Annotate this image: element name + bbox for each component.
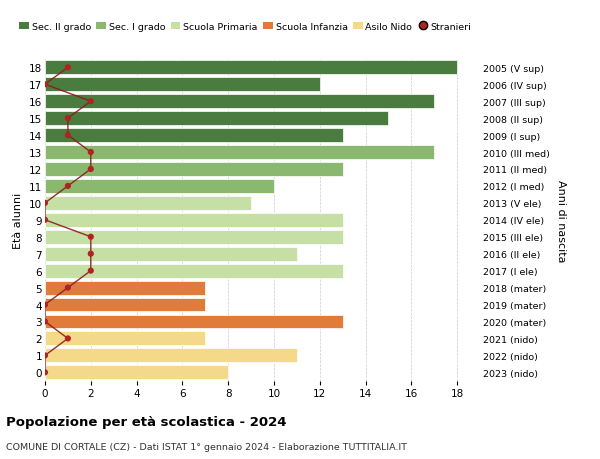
Bar	[45, 281, 205, 295]
Y-axis label: Anni di nascita: Anni di nascita	[556, 179, 566, 262]
Bar	[45, 129, 343, 143]
Bar	[45, 162, 343, 177]
Point	[63, 284, 73, 291]
Bar	[45, 264, 343, 278]
Point	[40, 369, 50, 376]
Point	[40, 217, 50, 224]
Text: Popolazione per età scolastica - 2024: Popolazione per età scolastica - 2024	[6, 415, 287, 428]
Bar	[45, 78, 320, 92]
Bar	[45, 365, 228, 380]
Point	[63, 335, 73, 342]
Point	[86, 149, 95, 157]
Bar	[45, 332, 205, 346]
Bar	[45, 179, 274, 193]
Point	[86, 251, 95, 258]
Point	[40, 81, 50, 89]
Point	[40, 318, 50, 325]
Bar	[45, 112, 388, 126]
Bar	[45, 247, 297, 261]
Point	[40, 301, 50, 308]
Bar	[45, 61, 457, 75]
Text: COMUNE DI CORTALE (CZ) - Dati ISTAT 1° gennaio 2024 - Elaborazione TUTTITALIA.IT: COMUNE DI CORTALE (CZ) - Dati ISTAT 1° g…	[6, 442, 407, 451]
Y-axis label: Età alunni: Età alunni	[13, 192, 23, 248]
Bar	[45, 213, 343, 227]
Point	[63, 64, 73, 72]
Point	[63, 183, 73, 190]
Point	[86, 98, 95, 106]
Bar	[45, 298, 205, 312]
Bar	[45, 349, 297, 363]
Bar	[45, 230, 343, 244]
Point	[40, 200, 50, 207]
Point	[63, 132, 73, 140]
Point	[86, 166, 95, 173]
Bar	[45, 146, 434, 160]
Bar	[45, 95, 434, 109]
Bar	[45, 196, 251, 210]
Point	[63, 115, 73, 123]
Legend: Sec. II grado, Sec. I grado, Scuola Primaria, Scuola Infanzia, Asilo Nido, Stran: Sec. II grado, Sec. I grado, Scuola Prim…	[19, 22, 471, 32]
Point	[86, 268, 95, 275]
Point	[40, 352, 50, 359]
Bar	[45, 315, 343, 329]
Point	[86, 234, 95, 241]
